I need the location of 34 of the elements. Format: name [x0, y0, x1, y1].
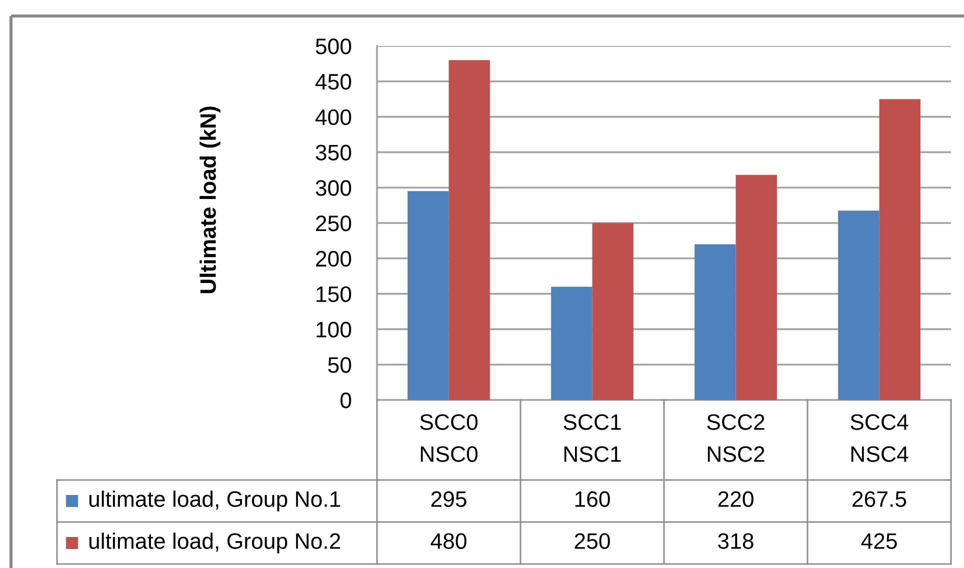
- data-label: 295: [431, 491, 466, 507]
- bar: [592, 223, 634, 400]
- bar: [448, 60, 490, 400]
- bar: [838, 210, 880, 400]
- y-tick-label: 0: [340, 392, 352, 408]
- data-label: 318: [718, 533, 754, 549]
- y-axis-title: Ultimate load (kN): [200, 106, 220, 294]
- x-tick-label: SCC4 NSC4: [850, 414, 908, 462]
- data-label: 250: [574, 533, 610, 549]
- bar: [736, 174, 777, 400]
- bar: [879, 99, 920, 400]
- x-tick-label: SCC2 NSC2: [707, 414, 764, 462]
- legend-label: ultimate load, Group No.1: [89, 490, 340, 512]
- data-label: 267.5: [852, 491, 906, 507]
- data-label: 425: [861, 533, 897, 549]
- bar: [694, 244, 736, 400]
- bar: [551, 286, 592, 400]
- y-tick-label: 400: [315, 109, 352, 126]
- y-tick-label: 50: [328, 357, 352, 373]
- y-tick-label: 250: [316, 216, 352, 232]
- y-tick-label: 450: [315, 74, 352, 90]
- y-tick-label: 150: [316, 286, 352, 302]
- bar: [408, 191, 449, 400]
- data-label: 160: [575, 491, 610, 507]
- y-tick-label: 100: [316, 322, 352, 338]
- y-tick-label: 500: [316, 38, 352, 54]
- data-label: 220: [718, 491, 754, 507]
- y-tick-label: 350: [316, 144, 352, 160]
- legend-label: ultimate load, Group No.2: [89, 532, 340, 554]
- x-tick-label: SCC0 NSC0: [420, 414, 478, 462]
- y-tick-label: 200: [316, 250, 352, 267]
- data-label: 480: [430, 533, 466, 549]
- y-tick-label: 300: [316, 180, 352, 196]
- x-tick-label: SCC1 NSC1: [564, 414, 621, 462]
